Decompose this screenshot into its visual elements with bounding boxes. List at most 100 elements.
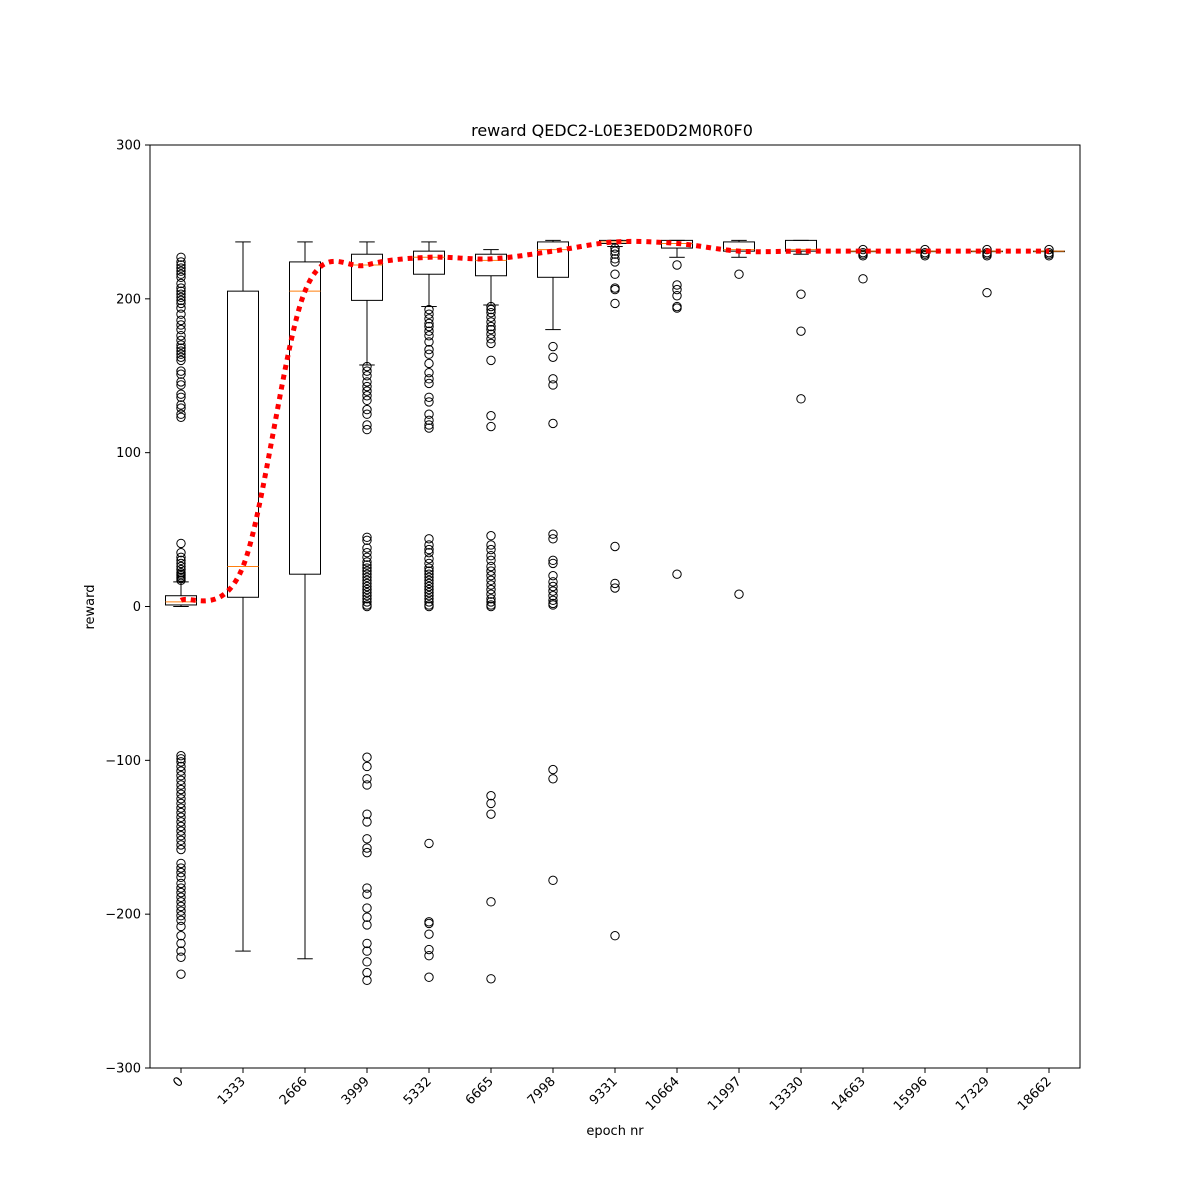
outlier-point [610,257,620,267]
outlier-point [424,601,434,612]
outlier-point [362,361,372,372]
outlier-point [176,266,186,276]
outlier-point [672,291,682,301]
y-tick-label: −300 [105,1062,141,1077]
outlier-point [424,578,434,589]
outlier-point [424,415,434,426]
outlier-point [362,912,372,922]
outlier-point [486,571,496,581]
box-10664 [661,239,693,579]
outlier-point [486,324,496,335]
outlier-point [176,771,186,781]
outlier-point [176,872,186,882]
y-tick-label: 100 [116,446,141,461]
outlier-point [176,812,186,822]
outlier-point [176,867,186,878]
outlier-point [672,569,682,579]
outlier-point [548,555,558,566]
outlier-point [486,601,496,612]
outlier-point [548,558,558,569]
outlier-point [362,572,372,582]
outlier-point [610,578,620,589]
outlier-point [486,411,496,421]
outlier-point [548,418,558,429]
outlier-point [982,244,992,255]
outlier-point [486,355,496,366]
outlier-point [176,817,186,827]
outlier-point [362,752,372,762]
outlier-point [424,554,434,564]
outlier-point [424,337,434,347]
outlier-point [548,577,558,587]
outlier-point [176,412,186,422]
outlier-point [362,883,372,893]
outlier-point [176,409,186,419]
outlier-point [548,581,558,592]
outlier-point [424,326,434,336]
outlier-point [920,251,930,261]
chart-title: reward QEDC2-L0E3ED0D2M0R0F0 [471,121,753,140]
outlier-point [424,540,434,550]
outlier-point [486,597,496,607]
outlier-point [176,789,186,799]
outlier-point [176,555,186,566]
outlier-point [610,931,620,941]
outlier-point [424,344,434,355]
outlier-point [362,371,372,381]
outlier-point [362,601,372,612]
outlier-point [362,557,372,567]
outlier-point [176,775,186,786]
outlier-point [362,967,372,978]
outlier-point [176,835,186,846]
box-1333 [227,241,259,952]
outlier-point [176,340,186,350]
outlier-point [176,369,186,379]
outlier-point [548,341,558,352]
box-body [661,239,693,249]
outlier-point [486,566,496,576]
outlier-point [362,578,372,589]
x-axis-label: epoch nr [586,1124,644,1139]
outlier-point [176,538,186,549]
outlier-point [486,321,496,332]
outlier-point [176,844,186,855]
outlier-point [362,563,372,573]
outlier-point [176,295,186,306]
outlier-point [548,875,558,886]
outlier-point [610,298,620,309]
outlier-point [424,318,434,329]
outlier-point [486,580,496,590]
outlier-point [176,283,186,293]
outlier-point [424,929,434,939]
outlier-point [362,566,372,576]
outlier-point [610,284,620,295]
outlier-point [176,292,186,302]
outlier-point [424,378,434,389]
outlier-point [424,314,434,324]
outlier-point [486,312,496,322]
outlier-point [362,420,372,430]
outlier-point [176,380,186,390]
outlier-point [362,597,372,607]
outlier-point [424,591,434,601]
outlier-point [176,754,186,764]
box-body [165,595,197,606]
outlier-point [424,838,434,849]
outlier-point [796,394,806,404]
outlier-point [176,892,186,902]
box-body [785,239,817,252]
outlier-point [176,887,186,898]
outlier-point [176,878,186,889]
outlier-point [858,251,868,261]
outlier-point [176,403,186,413]
outlier-point [486,798,496,809]
outlier-point [486,329,496,339]
outlier-point [362,409,372,419]
outlier-point [176,263,186,273]
outlier-point [486,317,496,327]
outlier-point [486,555,496,566]
outlier-point [176,272,186,282]
outlier-point [486,575,496,586]
box-body [475,253,507,277]
outlier-point [176,349,186,359]
